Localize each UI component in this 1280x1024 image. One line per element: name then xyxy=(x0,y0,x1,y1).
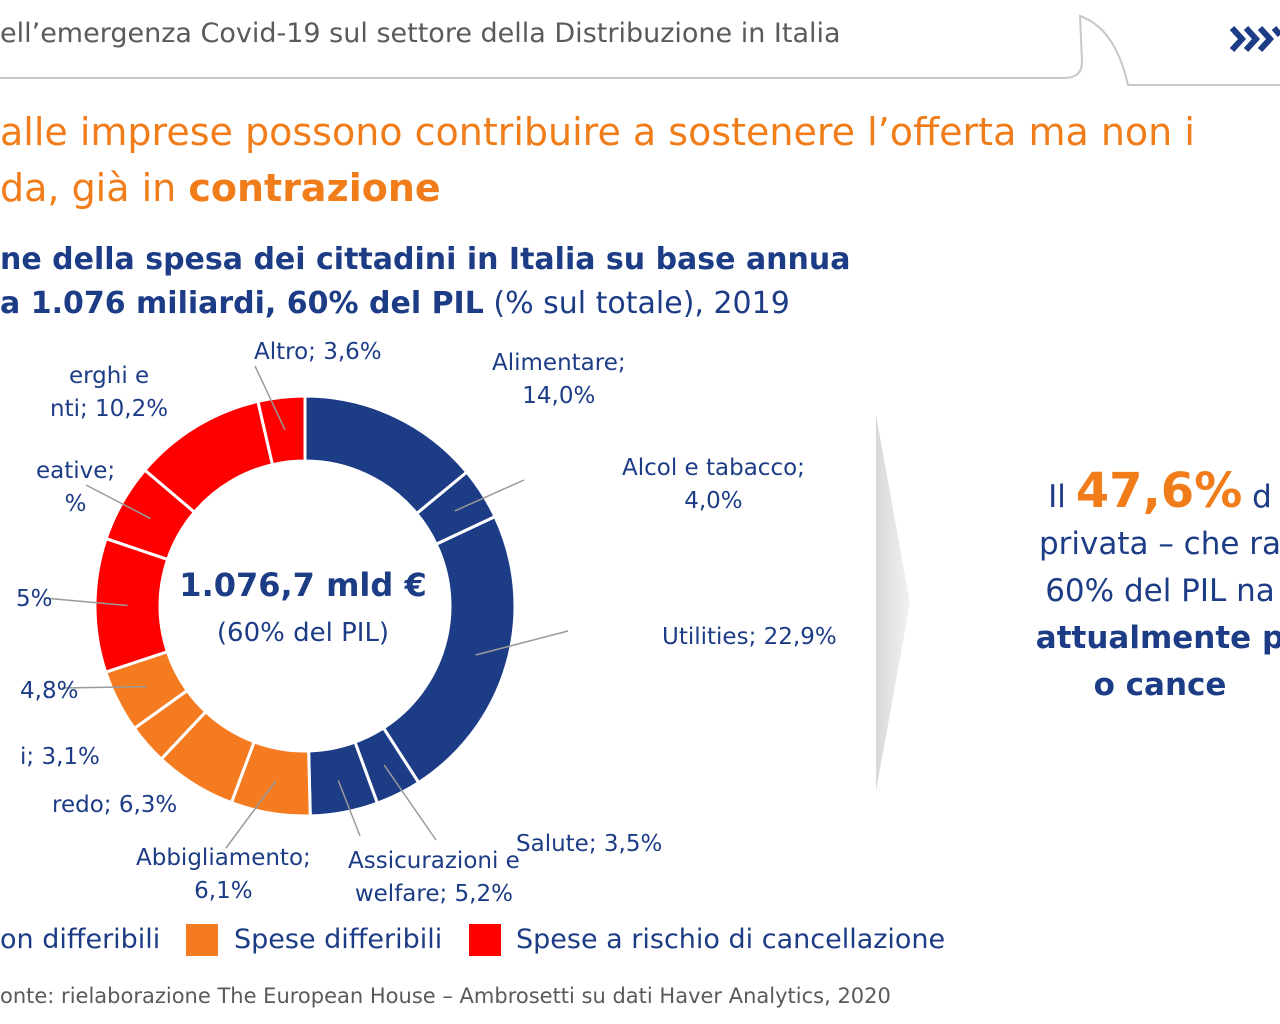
chart-title-line-2: a 1.076 miliardi, 60% del PIL (% sul tot… xyxy=(0,282,851,326)
callout-line-5-text: o cance xyxy=(1093,667,1227,703)
headline: alle imprese possono contribuire a soste… xyxy=(0,104,1195,216)
slice-label-line: Abbigliamento; xyxy=(136,845,311,871)
slice-label-line: nti; 10,2% xyxy=(50,396,169,422)
callout-line-4-text: attualmente p xyxy=(1035,620,1280,656)
leader-line xyxy=(337,780,361,837)
donut-chart xyxy=(43,365,569,849)
source-note: onte: rielaborazione The European House … xyxy=(0,984,891,1008)
chart-title-line-2-rest: (% sul totale), 2019 xyxy=(483,286,790,321)
callout-line-1: Il 47,6% d xyxy=(1000,467,1280,521)
slice-label-alcol-e-tabacco-4-0: Alcol e tabacco; 4,0% xyxy=(622,452,805,518)
leader-line xyxy=(85,484,151,520)
slice-label-line: welfare; 5,2% xyxy=(354,881,513,907)
slice-label-i-3-1: i; 3,1% xyxy=(20,741,100,774)
leader-line xyxy=(383,764,437,841)
slice-label-line: Assicurazioni e xyxy=(348,848,520,874)
slice-label-line: Alimentare; xyxy=(492,350,626,376)
chart-title-line-1-text: ne della spesa dei cittadini in Italia s… xyxy=(0,242,851,277)
slice-label-line: 6,1% xyxy=(194,878,253,904)
chart-title-line-2-bold: a 1.076 miliardi, 60% del PIL xyxy=(0,286,484,321)
chevron-right-icon xyxy=(876,415,910,791)
leader-line xyxy=(475,630,569,656)
slice-label-salute-3-5: Salute; 3,5% xyxy=(516,828,662,861)
donut-center-sub: (60% del PIL) xyxy=(216,618,390,648)
chart-title: ne della spesa dei cittadini in Italia s… xyxy=(0,238,851,326)
legend-label-differibili: Spese differibili xyxy=(234,924,443,955)
header-title: ell’emergenza Covid-19 sul settore della… xyxy=(0,18,841,49)
slice-label-altro-3-6: Altro; 3,6% xyxy=(254,336,382,369)
slice-label-line: erghi e xyxy=(68,363,150,389)
callout-line-4: attualmente p xyxy=(1000,615,1280,662)
callout-line-5: o cance xyxy=(1000,662,1280,709)
slice-label-line: Altro; 3,6% xyxy=(254,339,382,365)
slice-label-line: 14,0% xyxy=(522,383,596,409)
callout-pre: Il xyxy=(1048,479,1076,515)
leader-line xyxy=(61,685,147,689)
callout-percentage: 47,6% xyxy=(1075,463,1243,519)
callout-text: Il 47,6% d privata – che ra 60% del PIL … xyxy=(1000,467,1280,709)
slice-label-line: Alcol e tabacco; xyxy=(622,455,805,481)
callout-after: d xyxy=(1242,479,1272,515)
leader-line xyxy=(254,365,286,430)
leader-line xyxy=(225,780,277,849)
donut-slice-5 xyxy=(93,536,170,675)
slice-label-line: eative; xyxy=(36,458,116,484)
slice-label-erghi-e-nti-10-2: erghi e nti; 10,2% xyxy=(50,360,168,426)
slice-label-line: 4,8% xyxy=(20,678,79,704)
slice-label-utilities-22-9: Utilities; 22,9% xyxy=(662,621,837,654)
slice-label-line: Utilities; 22,9% xyxy=(662,624,837,650)
slice-label-5: 5% xyxy=(16,583,53,616)
slice-label-4-8: 4,8% xyxy=(20,675,78,708)
slice-label-line: redo; 6,3% xyxy=(52,792,178,818)
leader-line xyxy=(454,479,525,512)
donut-slice-utilities-22-9 xyxy=(381,514,517,785)
headline-emphasis: contrazione xyxy=(188,166,441,210)
slice-label-abbigliamento-6-1: Abbigliamento; 6,1% xyxy=(136,842,311,908)
callout-line-3: 60% del PIL na xyxy=(1045,573,1275,609)
leader-line xyxy=(43,597,128,607)
slice-label-redo-6-3: redo; 6,3% xyxy=(52,789,177,822)
logo-icon xyxy=(1229,25,1280,53)
slice-label-line: Salute; 3,5% xyxy=(516,831,663,857)
slice-label-line: i; 3,1% xyxy=(20,744,100,770)
donut-slice-altro-3-6 xyxy=(256,394,307,467)
header-frame xyxy=(0,14,1280,86)
legend-label-cancellazione: Spese a rischio di cancellazione xyxy=(516,924,946,955)
headline-line-2: da, già in contrazione xyxy=(0,160,1195,216)
slice-label-line: % xyxy=(64,491,87,517)
callout-line-2: privata – che ra xyxy=(1038,526,1280,562)
headline-line-2-prefix: da, già in xyxy=(0,166,189,210)
chart-title-line-1: ne della spesa dei cittadini in Italia s… xyxy=(0,238,851,282)
legend-swatch-cancellazione xyxy=(469,924,501,956)
slice-label-alimentare-14-0: Alimentare; 14,0% xyxy=(492,347,626,413)
slice-label-assicurazioni-e-welfare-5-2: Assicurazioni e welfare; 5,2% xyxy=(348,845,520,911)
legend-label-non-differibili: on differibili xyxy=(0,924,161,955)
slice-label-eative: eative;% xyxy=(36,455,115,521)
slice-label-line: 5% xyxy=(16,586,53,612)
donut-center-value: 1.076,7 mld € xyxy=(179,566,427,604)
legend-swatch-differibili xyxy=(186,924,218,956)
headline-line-1: alle imprese possono contribuire a soste… xyxy=(0,110,1195,154)
slice-label-line: 4,0% xyxy=(684,488,743,514)
